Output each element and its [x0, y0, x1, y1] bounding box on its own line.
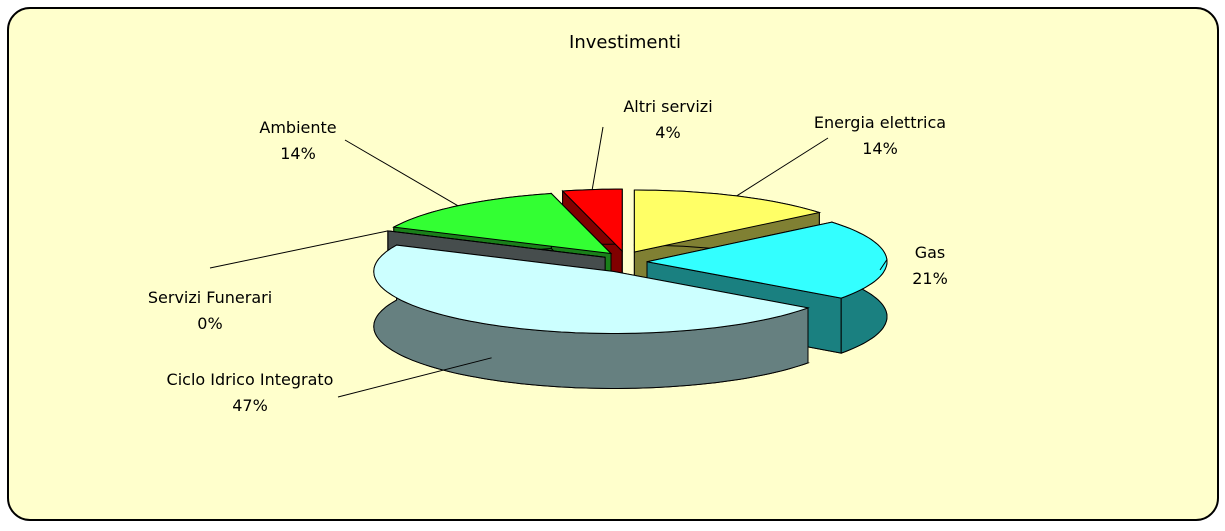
slice-label: Ambiente	[259, 118, 336, 137]
slice-value-label: 21%	[912, 269, 948, 288]
slice-label: Gas	[915, 243, 946, 262]
slice-top	[561, 188, 623, 253]
leader-line	[736, 137, 829, 197]
slice-value-label: 47%	[232, 396, 268, 415]
slice-top	[373, 244, 810, 334]
slice-value-label: 4%	[655, 123, 680, 142]
pie	[373, 188, 888, 389]
leader-line	[591, 126, 604, 190]
slice-value-label: 0%	[197, 314, 222, 333]
pie-slice	[373, 244, 810, 389]
slice-value-label: 14%	[862, 139, 898, 158]
slice-label: Ciclo Idrico Integrato	[167, 370, 334, 389]
slice-label: Energia elettrica	[814, 113, 946, 132]
leader-line	[879, 259, 888, 271]
labels: Energia elettrica 14% Gas 21% Ciclo Idrico I…	[148, 97, 948, 415]
chart-title: Investimenti	[569, 32, 681, 53]
slice-label: Servizi Funerari	[148, 288, 272, 307]
slice-label: Altri servizi	[623, 97, 712, 116]
leader-line	[344, 139, 459, 207]
leader-line	[337, 357, 492, 398]
slice-value-label: 14%	[280, 144, 316, 163]
leader-line	[209, 230, 389, 269]
